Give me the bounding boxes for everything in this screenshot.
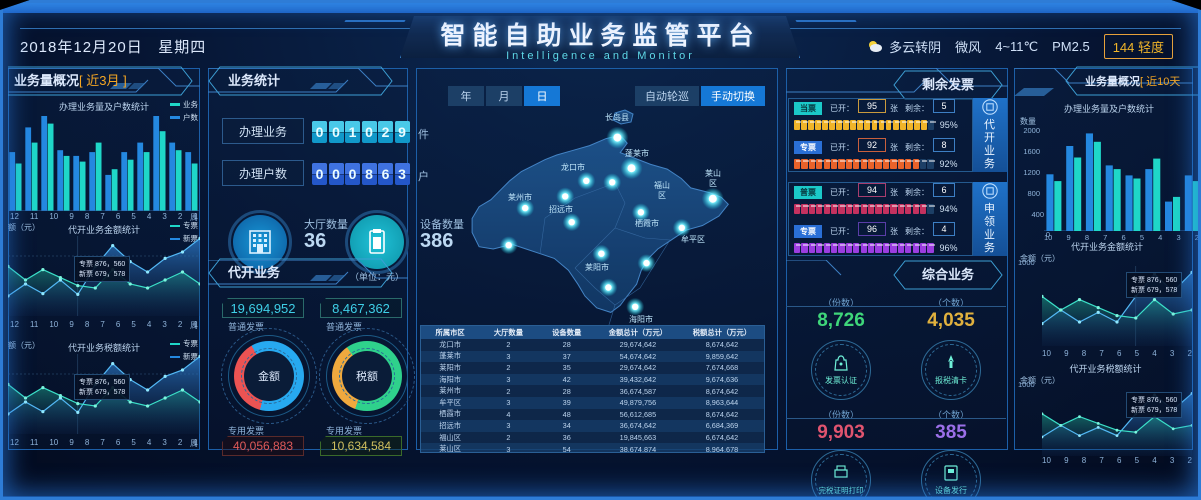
svg-text:区: 区 bbox=[658, 191, 666, 200]
svg-text:龙口市: 龙口市 bbox=[561, 162, 585, 172]
svg-text:综合业务: 综合业务 bbox=[922, 267, 975, 282]
svg-text:莱阳市: 莱阳市 bbox=[585, 262, 609, 272]
svg-text:业务量概况[ 近10天: 业务量概况[ 近10天 bbox=[1085, 74, 1180, 88]
svg-text:牟平区: 牟平区 bbox=[681, 234, 705, 244]
svg-text:业务统计: 业务统计 bbox=[228, 73, 280, 88]
svg-text:剩余发票: 剩余发票 bbox=[922, 77, 974, 92]
svg-text:长岛县: 长岛县 bbox=[605, 112, 629, 122]
svg-text:海阳市: 海阳市 bbox=[629, 314, 653, 324]
svg-text:莱州市: 莱州市 bbox=[508, 192, 532, 202]
svg-text:莱山: 莱山 bbox=[705, 168, 721, 178]
svg-text:福山: 福山 bbox=[654, 180, 670, 190]
svg-text:代开业务: 代开业务 bbox=[227, 265, 281, 280]
svg-text:招远市: 招远市 bbox=[549, 204, 573, 214]
svg-text:蓬莱市: 蓬莱市 bbox=[625, 148, 649, 158]
svg-text:业务量概况[ 近3月 ]: 业务量概况[ 近3月 ] bbox=[14, 73, 127, 88]
svg-text:栖霞市: 栖霞市 bbox=[635, 218, 659, 228]
svg-text:区: 区 bbox=[709, 179, 717, 188]
